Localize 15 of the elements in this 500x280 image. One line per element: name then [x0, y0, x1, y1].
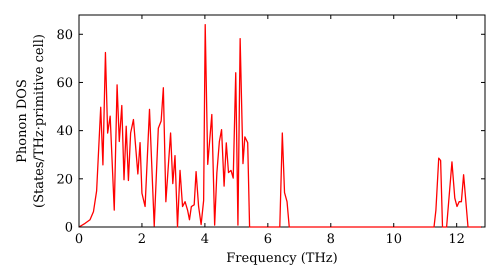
x-tick-label: 4 [200, 232, 210, 247]
x-tick-label: 12 [448, 232, 465, 247]
x-axis-title: Frequency (THz) [226, 251, 338, 266]
y-tick-label: 20 [56, 172, 73, 188]
x-tick-label: 6 [264, 232, 272, 247]
y-axis-title: Phonon DOS (States/THz·primitive cell) [15, 34, 47, 208]
x-tick-label: 10 [385, 232, 402, 247]
y-tick-label: 80 [56, 28, 73, 43]
x-tick-label: 2 [138, 232, 146, 247]
y-tick-label: 40 [56, 124, 73, 140]
line-series [78, 24, 483, 228]
y-tick-label: 60 [56, 76, 73, 91]
x-tick-label: 0 [74, 232, 84, 247]
y-tick-label: 0 [64, 220, 73, 236]
x-tick-label: 8 [326, 232, 335, 247]
